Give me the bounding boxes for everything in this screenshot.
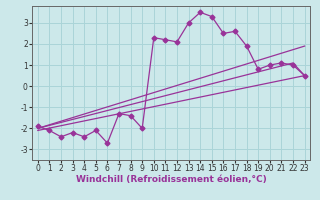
X-axis label: Windchill (Refroidissement éolien,°C): Windchill (Refroidissement éolien,°C) bbox=[76, 175, 267, 184]
